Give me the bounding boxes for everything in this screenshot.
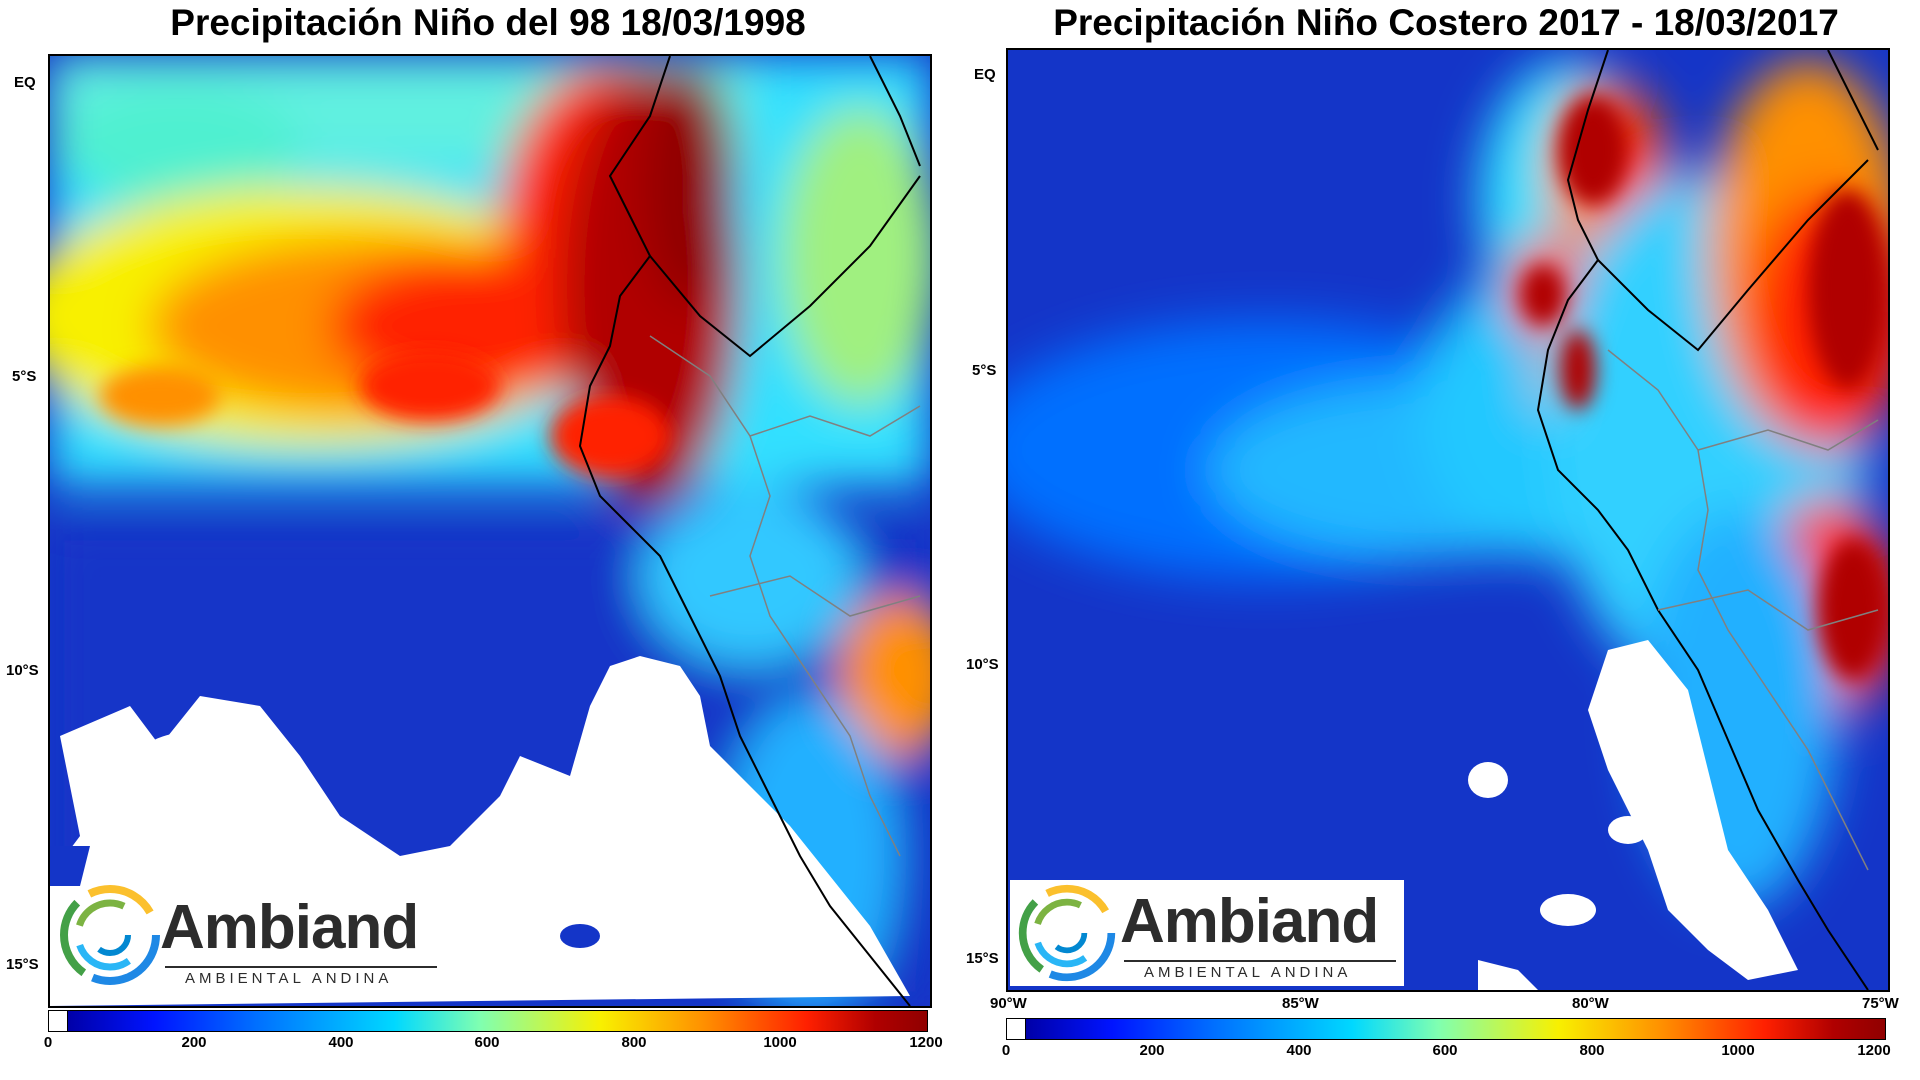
lat-label: 15°S xyxy=(6,956,39,973)
precipitation-map[interactable] xyxy=(1006,48,1890,992)
lat-label: 15°S xyxy=(966,950,999,967)
lon-label: 85°W xyxy=(1282,995,1319,1012)
colorbar-tick: 800 xyxy=(621,1034,647,1051)
logo-tagline: AMBIENTAL ANDINA xyxy=(185,970,393,987)
map-title: Precipitación Niño del 98 18/03/1998 xyxy=(170,2,806,43)
lat-label: EQ xyxy=(974,66,996,83)
ambiand-logo: Ambiand AMBIENTAL ANDINA xyxy=(1010,880,1404,986)
lat-label: 10°S xyxy=(966,656,999,673)
lon-label: 75°W xyxy=(1862,995,1899,1012)
lon-label: 90°W xyxy=(990,995,1027,1012)
logo-swirl-icon xyxy=(1018,884,1116,982)
colorbar-tick: 1200 xyxy=(909,1034,943,1051)
colorbar-tick: 200 xyxy=(1139,1042,1165,1059)
colorbar-tick: 600 xyxy=(474,1034,500,1051)
colorbar-tick: 200 xyxy=(181,1034,207,1051)
lat-label: EQ xyxy=(14,74,36,91)
colorbar xyxy=(48,1010,928,1032)
colorbar-tick: 800 xyxy=(1579,1042,1605,1059)
lat-label: 5°S xyxy=(972,362,997,379)
colorbar-tick: 400 xyxy=(1286,1042,1312,1059)
lat-label: 10°S xyxy=(6,662,39,679)
precipitation-map[interactable] xyxy=(48,54,932,1008)
lat-label: 5°S xyxy=(12,368,37,385)
colorbar xyxy=(1006,1018,1886,1040)
logo-tagline: AMBIENTAL ANDINA xyxy=(1144,964,1352,981)
ambiand-logo: Ambiand AMBIENTAL ANDINA xyxy=(55,880,445,990)
colorbar-tick: 600 xyxy=(1432,1042,1458,1059)
lon-label: 80°W xyxy=(1572,995,1609,1012)
colorbar-tick: 0 xyxy=(1001,1042,1011,1059)
colorbar-tick: 0 xyxy=(43,1034,53,1051)
colorbar-tick: 1000 xyxy=(1721,1042,1755,1059)
colorbar-tick: 1000 xyxy=(763,1034,797,1051)
map-title: Precipitación Niño Costero 2017 - 18/03/… xyxy=(1053,2,1839,43)
colorbar-tick: 400 xyxy=(328,1034,354,1051)
logo-swirl-icon xyxy=(60,885,160,985)
logo-name: Ambiand xyxy=(1120,887,1379,956)
logo-name: Ambiand xyxy=(160,893,419,962)
colorbar-tick: 1200 xyxy=(1857,1042,1891,1059)
